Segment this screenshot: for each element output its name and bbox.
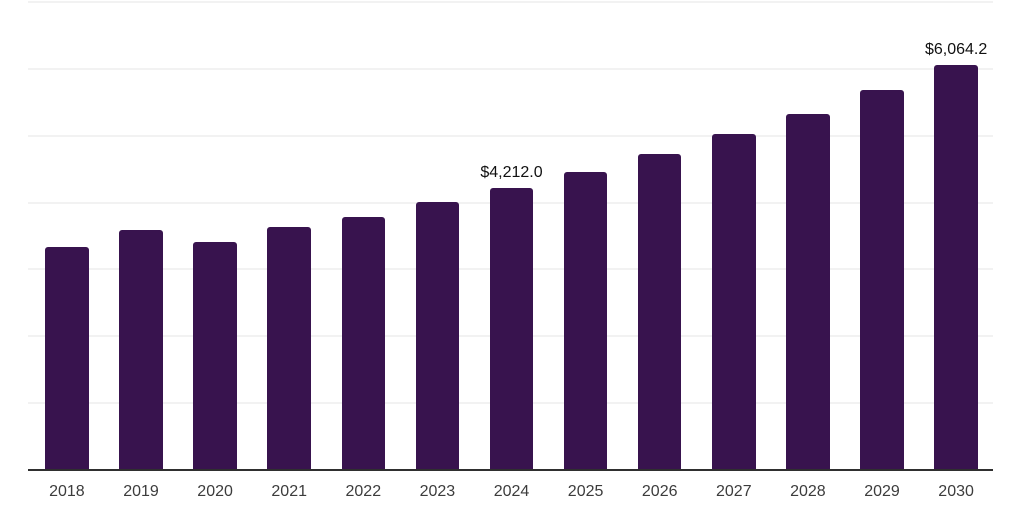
x-tick-label-2029: 2029: [864, 483, 900, 500]
bar-2030[interactable]: [934, 64, 978, 470]
bar-2023[interactable]: [415, 202, 460, 470]
x-axis-line: [28, 469, 993, 471]
bar-2028[interactable]: [786, 113, 830, 470]
bar-2018[interactable]: [45, 247, 89, 470]
bar-2019[interactable]: [119, 230, 163, 470]
bar-2029[interactable]: [860, 89, 904, 470]
gridline-5000: [28, 134, 993, 137]
x-tick-label-2020: 2020: [197, 483, 233, 500]
x-tick-label-2019: 2019: [123, 483, 159, 500]
bar-2026[interactable]: [637, 154, 682, 470]
bar-2022[interactable]: [341, 217, 386, 470]
x-tick-label-2026: 2026: [641, 483, 678, 500]
x-tick-label-2030: 2030: [938, 483, 974, 500]
x-tick-label-2022: 2022: [345, 483, 382, 500]
bar-2024[interactable]: [489, 188, 534, 470]
bar-2020[interactable]: [193, 242, 237, 470]
x-tick-label-2028: 2028: [790, 483, 826, 500]
bar-2021[interactable]: [267, 227, 311, 470]
data-label-2024: $4,212.0: [480, 164, 543, 182]
x-tick-label-2027: 2027: [716, 483, 752, 500]
gridline-7000: [28, 1, 993, 3]
bar-2025[interactable]: [563, 172, 608, 470]
x-tick-label-2018: 2018: [49, 483, 85, 500]
data-label-2030: $6,064.2: [924, 40, 988, 58]
x-tick-label-2023: 2023: [419, 483, 456, 500]
gridline-6000: [28, 67, 993, 70]
x-tick-label-2021: 2021: [271, 483, 307, 500]
x-tick-label-2024: 2024: [493, 483, 530, 500]
bar-2027[interactable]: [712, 133, 756, 470]
x-tick-label-2025: 2025: [567, 483, 604, 500]
